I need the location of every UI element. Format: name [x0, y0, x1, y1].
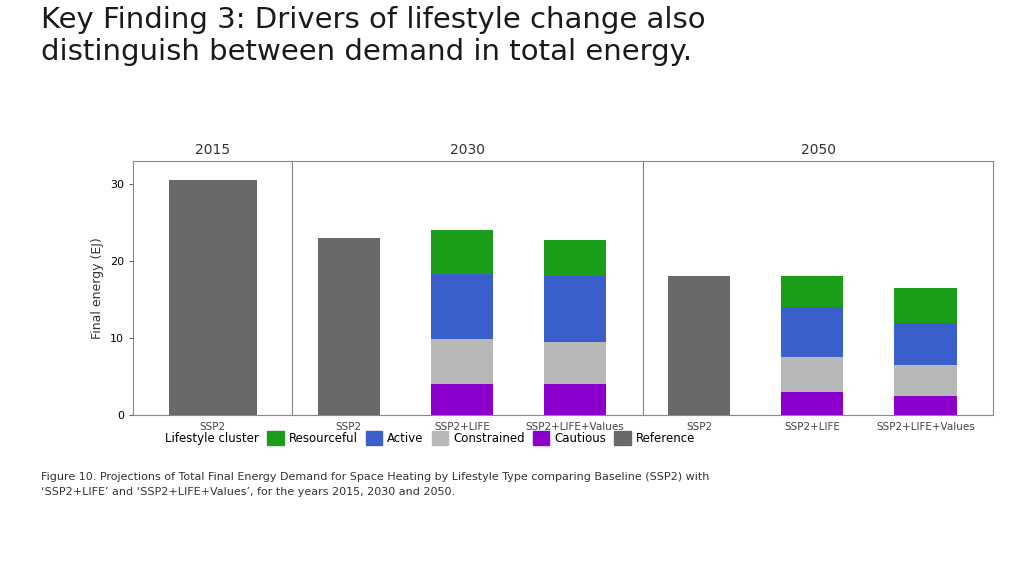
- Bar: [781, 392, 844, 415]
- Bar: [781, 307, 844, 357]
- Title: 2030: 2030: [451, 143, 485, 157]
- Bar: [431, 274, 494, 339]
- Bar: [431, 230, 494, 274]
- Text: Key Finding 3: Drivers of lifestyle change also
distinguish between demand in to: Key Finding 3: Drivers of lifestyle chan…: [41, 6, 706, 66]
- Bar: [894, 323, 956, 365]
- Legend: Lifestyle cluster, Resourceful, Active, Constrained, Cautious, Reference: Lifestyle cluster, Resourceful, Active, …: [139, 426, 699, 449]
- Bar: [894, 288, 956, 323]
- Bar: [781, 357, 844, 392]
- Bar: [894, 396, 956, 415]
- Text: Figure 10. Projections of Total Final Energy Demand for Space Heating by Lifesty: Figure 10. Projections of Total Final En…: [41, 472, 710, 497]
- Bar: [544, 240, 606, 276]
- Bar: [317, 238, 380, 415]
- Bar: [544, 342, 606, 384]
- Bar: [781, 276, 844, 307]
- Bar: [894, 365, 956, 396]
- Bar: [431, 384, 494, 415]
- Bar: [169, 180, 257, 415]
- Bar: [431, 339, 494, 384]
- Bar: [544, 276, 606, 342]
- Title: 2015: 2015: [196, 143, 230, 157]
- Bar: [669, 276, 730, 415]
- Bar: [544, 384, 606, 415]
- Y-axis label: Final energy (EJ): Final energy (EJ): [91, 237, 104, 339]
- Title: 2050: 2050: [801, 143, 836, 157]
